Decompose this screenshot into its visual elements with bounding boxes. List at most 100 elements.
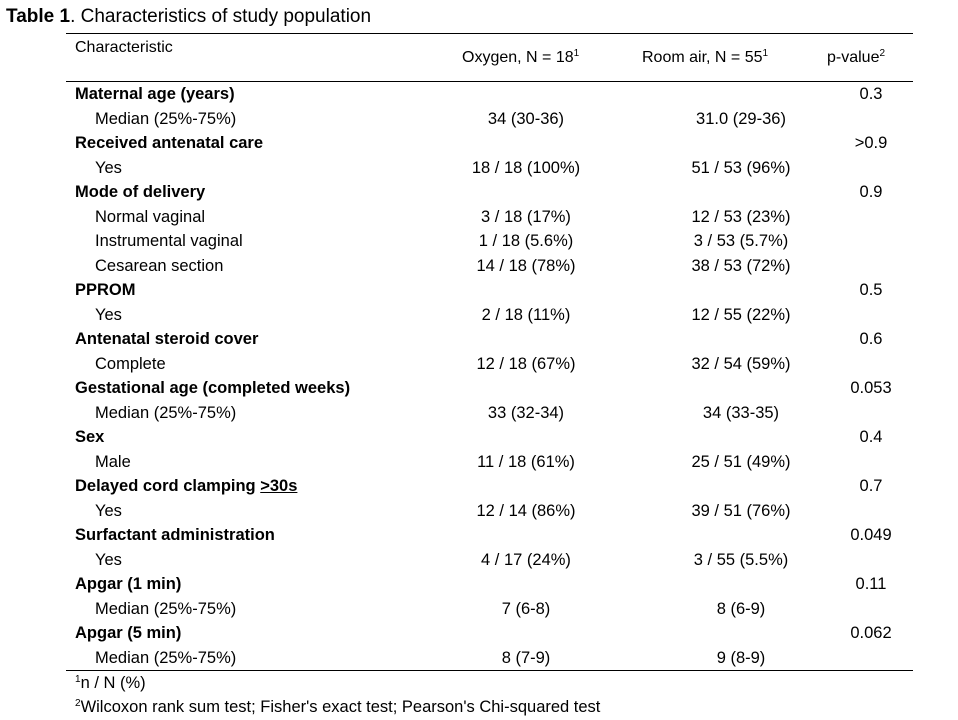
row-group-label: Maternal age (years)	[75, 85, 235, 103]
underlined-threshold: >30s	[260, 477, 298, 495]
row-sub-label: Yes	[95, 550, 122, 569]
row-group-label: PPROM	[75, 281, 136, 299]
cell-pvalue: 0.3	[859, 85, 883, 103]
row-group-label: Mode of delivery	[75, 183, 206, 201]
cell-pvalue: 0.5	[859, 281, 883, 299]
cell-room-air: 3 / 55 (5.5%)	[693, 550, 789, 569]
cell-oxygen: 7 (6-8)	[501, 599, 551, 618]
cell-pvalue: 0.9	[859, 183, 883, 201]
cell-room-air: 12 / 55 (22%)	[691, 305, 791, 324]
header-characteristic: Characteristic	[75, 39, 173, 56]
row-sub-label: Median (25%-75%)	[95, 648, 237, 667]
table-row: Median (25%-75%) 34 (30-36) 31.0 (29-36)	[66, 107, 913, 132]
table-caption-label: Table 1	[6, 6, 71, 27]
table-row: Apgar (1 min) 0.11	[66, 572, 913, 597]
header-oxygen: Oxygen, N = 181	[462, 48, 580, 67]
table-row: Yes 2 / 18 (11%) 12 / 55 (22%)	[66, 303, 913, 328]
table-row: Surfactant administration 0.049	[66, 523, 913, 548]
cell-oxygen: 3 / 18 (17%)	[481, 207, 571, 226]
header-pvalue: p-value2	[827, 48, 886, 67]
table-row: Yes 4 / 17 (24%) 3 / 55 (5.5%)	[66, 548, 913, 573]
cell-oxygen: 2 / 18 (11%)	[481, 305, 571, 324]
cell-pvalue: 0.053	[850, 379, 892, 397]
table-row: Median (25%-75%) 33 (32-34) 34 (33-35)	[66, 401, 913, 426]
row-group-label: Gestational age (completed weeks)	[75, 379, 351, 397]
cell-room-air: 31.0 (29-36)	[696, 109, 786, 128]
cell-room-air: 51 / 53 (96%)	[691, 158, 791, 177]
cell-pvalue: 0.062	[850, 624, 892, 642]
cell-oxygen: 12 / 18 (67%)	[476, 354, 576, 373]
table-row: Instrumental vaginal 1 / 18 (5.6%) 3 / 53 …	[66, 229, 913, 254]
cell-pvalue: 0.049	[850, 526, 892, 544]
characteristics-table: Characteristic Oxygen, N = 181 Room air,…	[66, 33, 913, 719]
row-sub-label: Yes	[95, 305, 122, 324]
row-sub-label: Yes	[95, 158, 122, 177]
row-sub-label: Yes	[95, 501, 122, 520]
row-group-label: Delayed cord clamping >30s	[75, 477, 298, 495]
table-row: Male 11 / 18 (61%) 25 / 51 (49%)	[66, 450, 913, 475]
table-bottom-rule	[66, 670, 913, 671]
table-row: Mode of delivery 0.9	[66, 180, 913, 205]
cell-oxygen: 33 (32-34)	[487, 403, 565, 422]
cell-room-air: 3 / 53 (5.7%)	[693, 232, 789, 250]
row-sub-label: Male	[95, 452, 131, 471]
row-sub-label: Cesarean section	[95, 256, 224, 275]
row-sub-label: Normal vaginal	[95, 207, 206, 226]
cell-oxygen: 1 / 18 (5.6%)	[478, 232, 574, 250]
table-row: Yes 18 / 18 (100%) 51 / 53 (96%)	[66, 156, 913, 181]
cell-pvalue: >0.9	[854, 134, 888, 152]
table-row: Apgar (5 min) 0.062	[66, 621, 913, 646]
cell-oxygen: 4 / 17 (24%)	[481, 550, 571, 569]
table-row: Gestational age (completed weeks) 0.053	[66, 376, 913, 401]
table-row: Yes 12 / 14 (86%) 39 / 51 (76%)	[66, 499, 913, 524]
row-sub-label: Complete	[95, 354, 166, 373]
table-caption: Table 1. Characteristics of study popula…	[6, 5, 371, 29]
cell-room-air: 39 / 51 (76%)	[691, 501, 791, 520]
row-group-label: Apgar (5 min)	[75, 624, 182, 642]
cell-pvalue: 0.6	[859, 330, 883, 348]
row-sub-label: Instrumental vaginal	[95, 232, 243, 250]
row-group-label: Surfactant administration	[75, 526, 275, 544]
cell-room-air: 34 (33-35)	[702, 403, 780, 422]
row-group-label: Sex	[75, 428, 105, 446]
row-sub-label: Median (25%-75%)	[95, 403, 237, 422]
table-row: Normal vaginal 3 / 18 (17%) 12 / 53 (23%)	[66, 205, 913, 230]
table-row: Median (25%-75%) 7 (6-8) 8 (6-9)	[66, 597, 913, 622]
cell-oxygen: 11 / 18 (61%)	[477, 452, 575, 471]
cell-oxygen: 18 / 18 (100%)	[471, 158, 581, 177]
cell-pvalue: 0.4	[859, 428, 883, 446]
cell-oxygen: 12 / 14 (86%)	[476, 501, 576, 520]
cell-room-air: 25 / 51 (49%)	[691, 452, 791, 471]
table-caption-text: . Characteristics of study population	[70, 6, 372, 27]
table-row: Sex 0.4	[66, 425, 913, 450]
cell-room-air: 32 / 54 (59%)	[691, 354, 791, 373]
table-row: Cesarean section 14 / 18 (78%) 38 / 53 (72…	[66, 254, 913, 279]
table-row: Delayed cord clamping >30s 0.7	[66, 474, 913, 499]
cell-oxygen: 34 (30-36)	[487, 109, 565, 128]
cell-room-air: 9 (8-9)	[716, 648, 766, 667]
row-sub-label: Median (25%-75%)	[95, 109, 237, 128]
row-sub-label: Median (25%-75%)	[95, 599, 237, 618]
table-body: Maternal age (years) 0.3 Median (25%-75%) 3…	[66, 82, 913, 670]
table-row: Maternal age (years) 0.3	[66, 82, 913, 107]
table-row: Received antenatal care >0.9	[66, 131, 913, 156]
cell-pvalue: 0.7	[859, 477, 883, 495]
cell-room-air: 12 / 53 (23%)	[691, 207, 791, 226]
table-row: Antenatal steroid cover 0.6	[66, 327, 913, 352]
table-row: PPROM 0.5	[66, 278, 913, 303]
table-footnotes: 1n / N (%) 2Wilcoxon rank sum test; Fishe…	[66, 671, 913, 719]
row-group-label: Apgar (1 min)	[75, 575, 182, 593]
footnote: 1n / N (%)	[75, 674, 146, 692]
table-row: Median (25%-75%) 8 (7-9) 9 (8-9)	[66, 646, 913, 671]
row-group-label: Antenatal steroid cover	[75, 330, 259, 348]
footnote: 2Wilcoxon rank sum test; Fisher's exact …	[75, 698, 601, 716]
cell-oxygen: 14 / 18 (78%)	[476, 256, 576, 275]
cell-oxygen: 8 (7-9)	[501, 648, 551, 667]
table-header: Characteristic Oxygen, N = 181 Room air,…	[66, 34, 913, 82]
row-group-label: Received antenatal care	[75, 134, 264, 152]
cell-room-air: 38 / 53 (72%)	[691, 256, 791, 275]
header-room-air: Room air, N = 551	[642, 48, 769, 67]
table-row: Complete 12 / 18 (67%) 32 / 54 (59%)	[66, 352, 913, 377]
cell-pvalue: 0.11	[855, 575, 887, 593]
cell-room-air: 8 (6-9)	[716, 599, 766, 618]
